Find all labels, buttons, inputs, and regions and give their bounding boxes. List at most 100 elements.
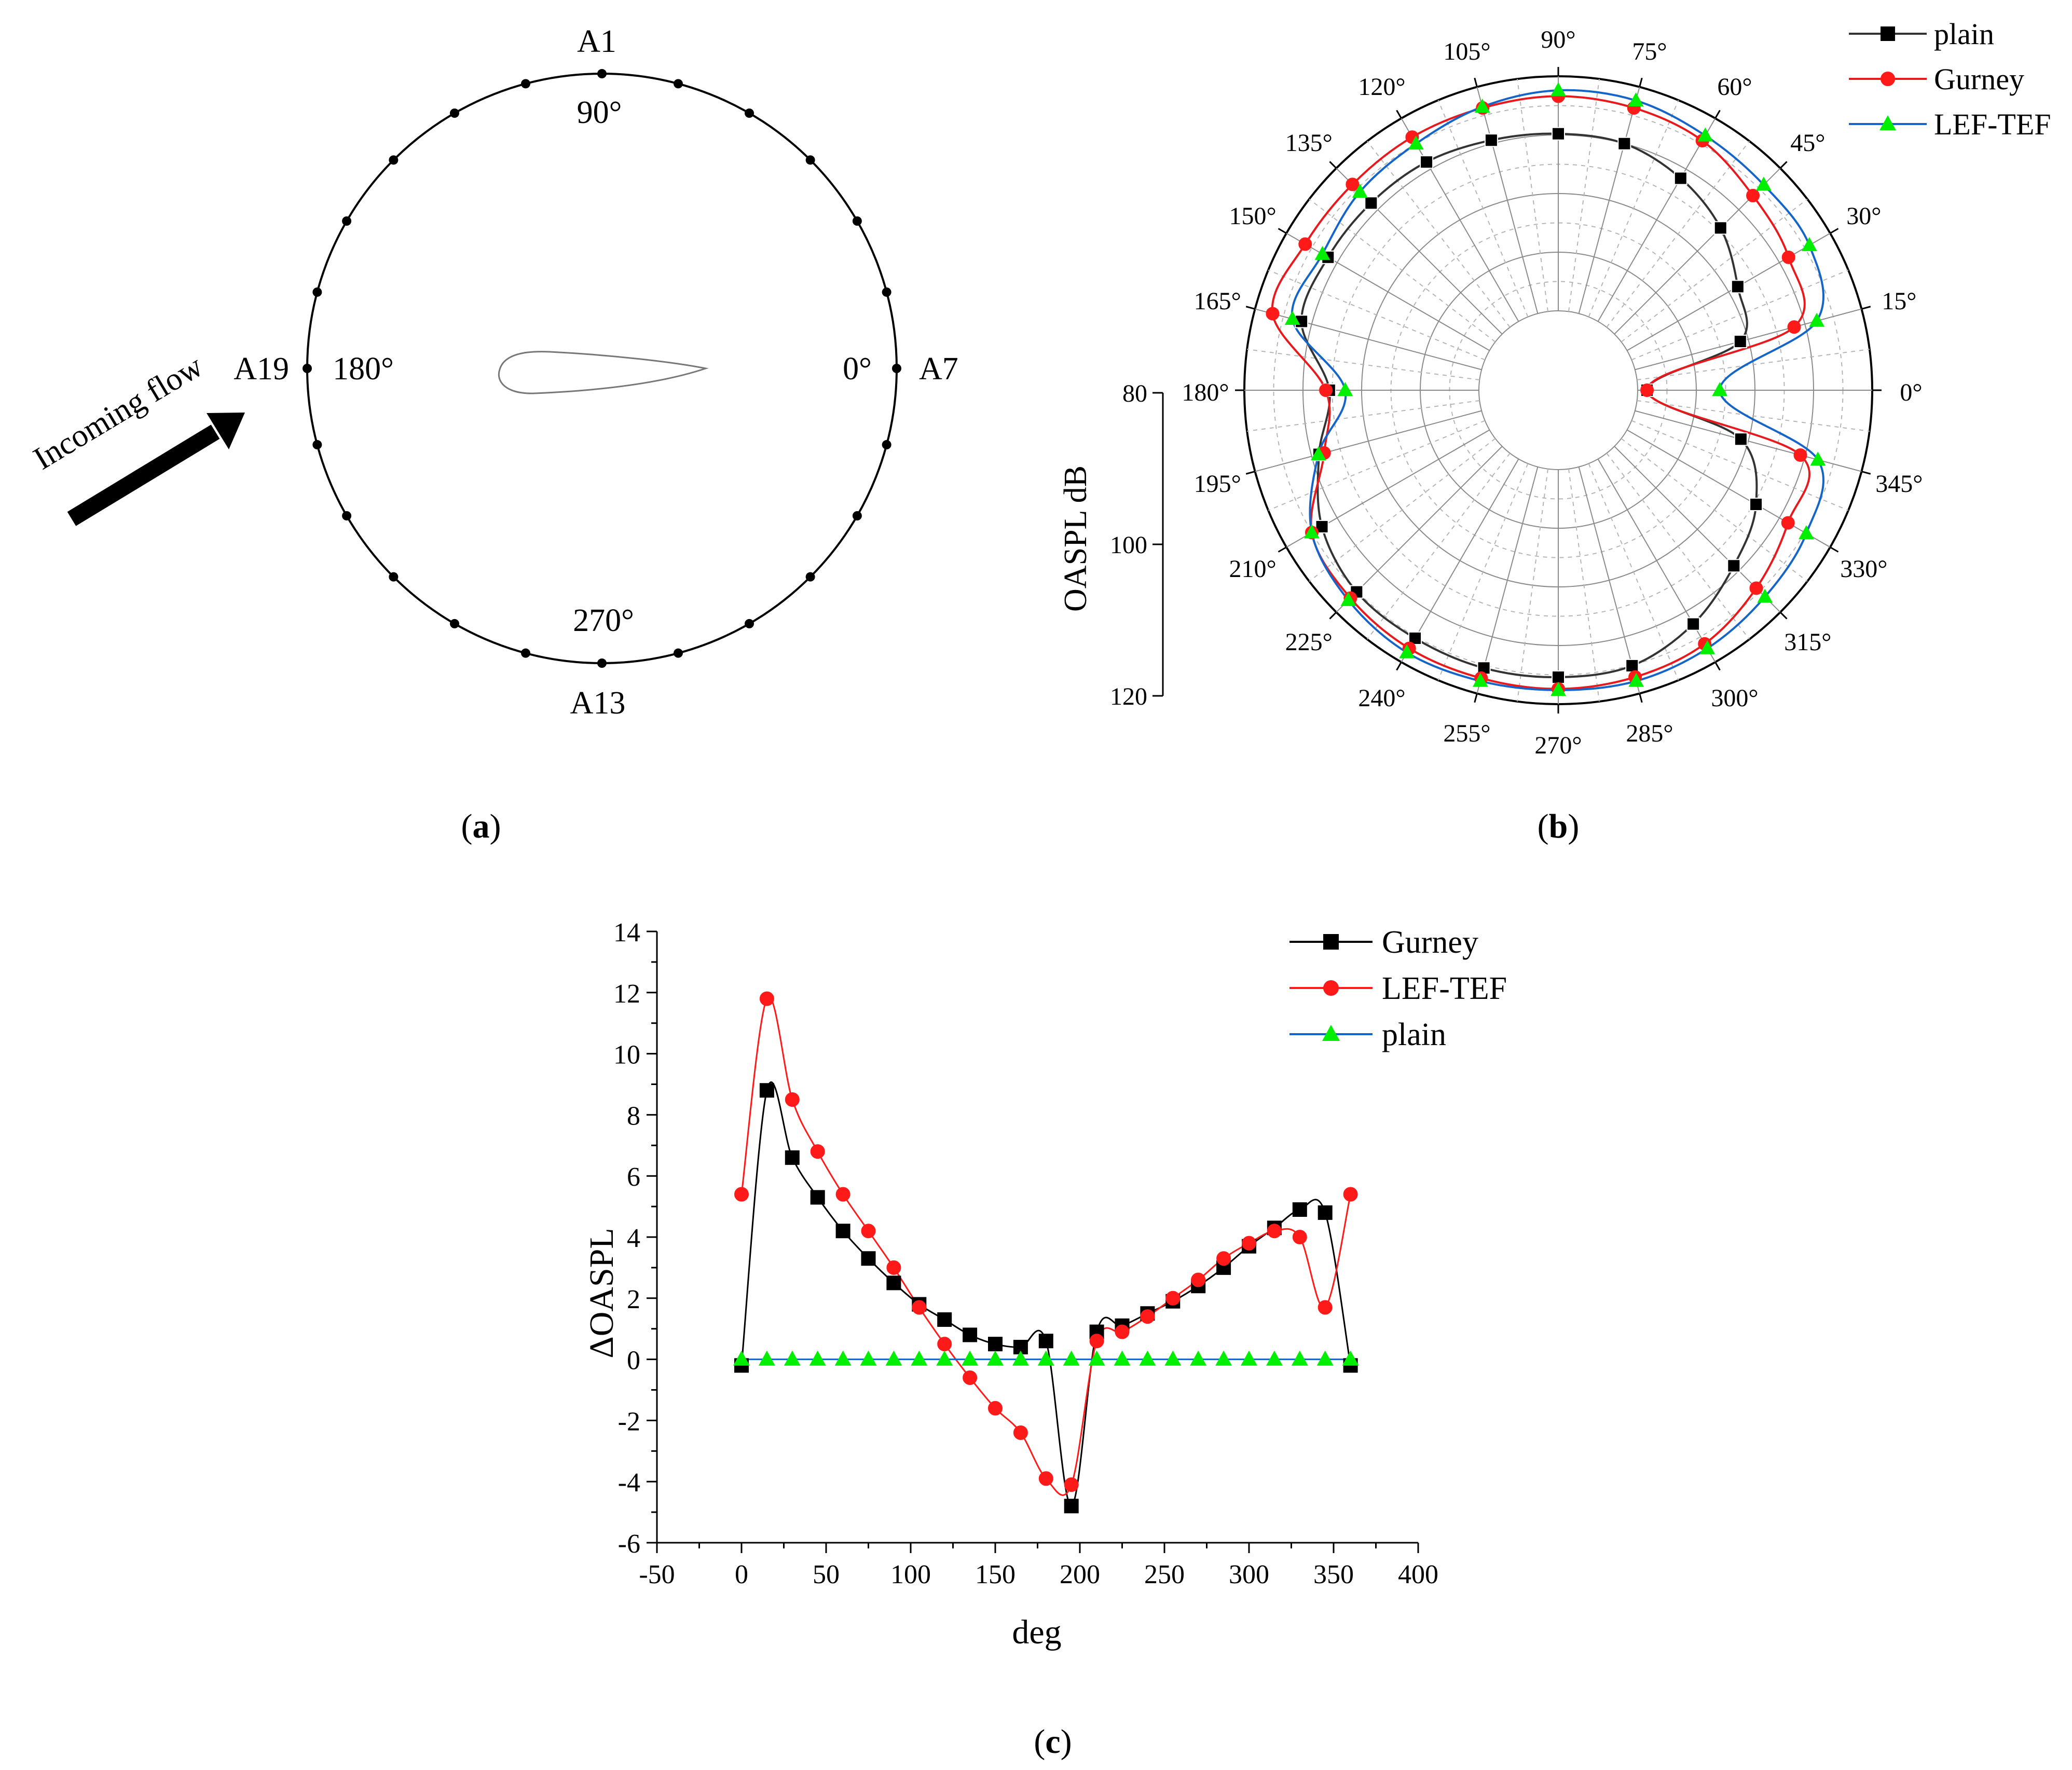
polar-angle-tick xyxy=(1714,662,1721,671)
data-point xyxy=(810,1144,825,1159)
x-tick-label: 250 xyxy=(1144,1560,1185,1589)
polar-minor-spoke xyxy=(1437,463,1529,681)
polar-angle-tick xyxy=(1861,306,1871,310)
polar-angle-label: 0° xyxy=(1900,379,1922,406)
polar-major-ring xyxy=(1478,310,1638,470)
polar-angle-tick xyxy=(1830,546,1839,553)
data-point xyxy=(1242,1236,1256,1251)
data-point xyxy=(936,1350,953,1366)
polar-grid xyxy=(1235,67,1882,714)
polar-minor-spoke xyxy=(1247,400,1480,432)
polar-major-spoke xyxy=(1336,446,1503,613)
data-point xyxy=(1190,1350,1207,1366)
microphone-dot xyxy=(312,440,322,450)
polar-major-spoke xyxy=(1635,308,1862,371)
polar-major-spoke xyxy=(1401,459,1519,663)
polar-data-point xyxy=(1420,155,1434,169)
polar-angle-label: 45° xyxy=(1790,129,1825,157)
data-point xyxy=(1316,1350,1334,1366)
polar-data-point xyxy=(1319,383,1333,397)
polar-series-line xyxy=(1300,132,1758,679)
data-point xyxy=(1064,1477,1079,1492)
legend-marker xyxy=(1322,1024,1340,1041)
polar-data-point xyxy=(1552,670,1565,684)
data-point xyxy=(1343,1187,1358,1202)
y-tick-label: 6 xyxy=(627,1162,640,1192)
y-tick-label: -6 xyxy=(618,1529,640,1559)
delta-chart-series xyxy=(733,991,1359,1514)
polar-data-point xyxy=(1550,682,1566,696)
polar-minor-spoke xyxy=(1637,349,1870,381)
polar-angle-tick xyxy=(1329,611,1337,620)
panel-a-sensor-diagram: A1 90° A7 0° A19 180° 270° A13 Incoming … xyxy=(28,24,958,845)
data-point xyxy=(1012,1350,1029,1366)
polar-angle-tick xyxy=(1830,228,1839,234)
data-point xyxy=(1089,1334,1104,1349)
polar-data-point xyxy=(1484,133,1498,147)
polar-data-point xyxy=(1314,245,1330,260)
data-point xyxy=(988,1337,1003,1352)
polar-major-spoke xyxy=(1401,118,1519,322)
data-point xyxy=(1191,1272,1206,1287)
polar-data-point xyxy=(1727,559,1741,573)
x-tick-label: 150 xyxy=(975,1560,1016,1589)
polar-major-spoke xyxy=(1255,410,1482,472)
polar-angle-label: 240° xyxy=(1358,684,1405,712)
y-tick-label: 12 xyxy=(613,979,640,1009)
delta-chart-axes: -6 -4 -2 0 2 4 6 8 10 12 14 -50 0 50 100 150 200 250 300 35… xyxy=(613,918,1438,1589)
data-point xyxy=(1266,1350,1283,1366)
polar-angle-tick xyxy=(1779,161,1788,169)
label-a19: A19 xyxy=(234,351,289,387)
polar-minor-spoke xyxy=(1366,141,1511,328)
label-180deg: 180° xyxy=(333,351,394,387)
data-point xyxy=(912,1300,927,1315)
data-point xyxy=(1037,1350,1054,1366)
data-point xyxy=(860,1350,877,1366)
polar-minor-spoke xyxy=(1606,452,1750,640)
label-a1: A1 xyxy=(577,24,616,59)
data-point xyxy=(1064,1499,1079,1514)
data-point xyxy=(1038,1471,1053,1486)
polar-angle-label: 300° xyxy=(1711,684,1758,712)
data-point xyxy=(1241,1350,1257,1366)
data-point xyxy=(834,1350,852,1366)
polar-radial-axis: 80 100 120 xyxy=(1110,380,1164,710)
polar-major-spoke xyxy=(1635,410,1862,472)
polar-data-point xyxy=(1399,644,1415,658)
polar-data-point xyxy=(1793,448,1807,462)
polar-data-point xyxy=(1628,92,1644,107)
polar-angle-label: 60° xyxy=(1717,73,1752,101)
polar-angle-tick xyxy=(1245,471,1256,475)
polar-data-point xyxy=(1340,592,1356,606)
panel-c-line-chart: -6 -4 -2 0 2 4 6 8 10 12 14 -50 0 50 100 150 200 250 300 35… xyxy=(583,918,1507,1761)
x-axis-title: deg xyxy=(1012,1613,1061,1651)
polar-angle-tick xyxy=(1396,109,1402,119)
polar-data-point xyxy=(1757,588,1773,603)
polar-data-point xyxy=(1304,524,1320,539)
polar-data-point xyxy=(1809,312,1825,327)
y-tick-label: -2 xyxy=(618,1407,640,1436)
polar-major-spoke xyxy=(1476,87,1539,314)
polar-minor-spoke xyxy=(1517,469,1549,702)
x-tick-label: -50 xyxy=(639,1560,675,1589)
microphone-positions xyxy=(303,69,901,668)
polar-minor-spoke xyxy=(1247,349,1480,381)
polar-data-point xyxy=(1617,136,1631,150)
microphone-dot xyxy=(389,155,399,165)
microphone-dot xyxy=(597,658,607,668)
data-point xyxy=(1114,1350,1131,1366)
data-point xyxy=(759,1083,774,1098)
incoming-flow-arrow-head xyxy=(207,413,245,449)
data-point xyxy=(861,1224,876,1239)
polar-angle-label: 270° xyxy=(1534,732,1582,759)
polar-major-spoke xyxy=(1627,232,1831,351)
data-point xyxy=(1165,1291,1181,1306)
polar-major-spoke xyxy=(1578,466,1640,694)
data-point xyxy=(1038,1334,1053,1349)
airfoil-outline xyxy=(498,351,709,394)
microphone-dot xyxy=(674,79,683,89)
legend-label: Gurney xyxy=(1382,925,1478,960)
microphone-dot xyxy=(312,287,322,297)
polar-data-point xyxy=(1346,177,1360,191)
